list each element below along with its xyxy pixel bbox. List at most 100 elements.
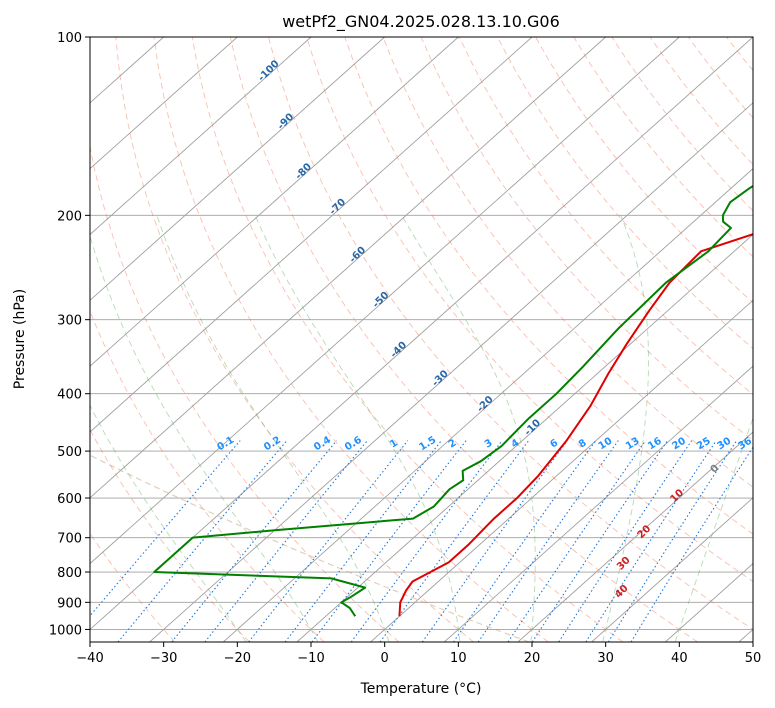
dewpoint-profile-line <box>153 184 753 617</box>
dry-adiabat-line <box>90 144 400 642</box>
mixing-ratio-line <box>117 440 288 642</box>
mixing-ratio-label: 0.4 <box>312 435 333 454</box>
isotherm-line <box>517 431 753 642</box>
mixing-ratio-label: 16 <box>646 436 664 453</box>
x-tick-label: 30 <box>597 651 614 666</box>
moist-adiabat-line <box>602 215 649 642</box>
plot-frame <box>89 36 754 643</box>
isotherm-line <box>90 37 238 170</box>
reference-adiabat-line <box>90 454 530 642</box>
mixing-ratio-line <box>90 440 241 617</box>
mixing-ratio-label: 0.1 <box>215 435 236 454</box>
moist-adiabat-line <box>674 416 753 642</box>
isotherm-line <box>90 37 459 367</box>
isotherm-line <box>90 37 312 236</box>
y-tick-label: 200 <box>57 209 82 224</box>
y-tick-label: 1000 <box>49 623 82 638</box>
mixing-ratio-label: 1 <box>388 437 400 450</box>
dry-adiabat-label: -30 <box>430 368 451 389</box>
dry-adiabat-label: -60 <box>348 245 369 266</box>
isotherm-line <box>90 37 680 565</box>
isotherm-line <box>90 37 606 499</box>
mixing-ratio-label: 3 <box>483 437 495 450</box>
isotherm-line <box>149 102 753 642</box>
moist-adiabat-line <box>90 404 247 642</box>
mixing-ratio-line <box>379 440 530 642</box>
moist-adiabat-label: 0 <box>709 463 722 476</box>
isotherm-line <box>591 497 753 642</box>
mixing-ratio-label: 0.6 <box>343 435 364 454</box>
mixing-ratio-line <box>607 440 738 642</box>
moist-adiabat-line <box>156 215 390 642</box>
dry-adiabat-line <box>306 37 753 582</box>
dry-adiabat-line <box>535 37 753 304</box>
mixing-ratio-label: 30 <box>716 436 734 453</box>
x-axis-label: Temperature (°C) <box>360 681 482 697</box>
mixing-ratio-line <box>204 440 368 642</box>
dry-adiabat-line <box>90 532 176 642</box>
moist-adiabat-label: 40 <box>613 583 631 601</box>
isotherm-line <box>738 628 753 642</box>
isotherm-line <box>664 563 753 642</box>
dry-adiabat-line <box>573 37 753 258</box>
moist-adiabat-label: 20 <box>636 523 654 541</box>
mixing-ratio-line <box>477 440 619 642</box>
x-tick-label: 20 <box>524 651 541 666</box>
dry-adiabat-label: -40 <box>389 340 410 361</box>
isotherm-line <box>370 299 753 642</box>
y-tick-label: 800 <box>57 566 82 581</box>
mixing-ratio-label: 8 <box>577 437 589 450</box>
mixing-ratio-label: 0.2 <box>262 435 283 454</box>
x-tick-label: 10 <box>450 651 467 666</box>
mixing-ratio-label: 1.5 <box>417 435 438 454</box>
dry-adiabat-line <box>115 37 474 642</box>
isotherm-line <box>90 37 533 433</box>
y-tick-label: 500 <box>57 445 82 460</box>
mixing-ratio-line <box>284 440 442 642</box>
mixing-ratio-label: 36 <box>736 436 754 453</box>
temperature-profile-line <box>398 233 753 617</box>
dry-adiabat-line <box>687 37 753 119</box>
mixing-ratio-line <box>585 440 717 642</box>
mixing-ratio-line <box>630 446 753 642</box>
dry-adiabat-label: -80 <box>293 161 314 182</box>
dry-adiabat-line <box>649 37 753 166</box>
y-tick-label: 900 <box>57 596 82 611</box>
y-tick-label: 600 <box>57 492 82 507</box>
y-axis-label: Pressure (hPa) <box>12 289 28 389</box>
dry-adiabat-line <box>268 37 753 630</box>
x-tick-label: 0 <box>381 651 389 666</box>
mixing-ratio-label: 6 <box>548 437 560 450</box>
dry-adiabat-line <box>90 428 250 642</box>
y-tick-label: 700 <box>57 532 82 547</box>
mixing-ratio-line <box>507 440 646 642</box>
dry-adiabat-line <box>229 37 698 642</box>
x-tick-label: −40 <box>76 651 103 666</box>
mixing-ratio-line <box>248 440 409 642</box>
y-tick-label: 100 <box>57 31 82 46</box>
mixing-ratio-line <box>558 440 693 642</box>
chart-title: wetPf2_GN04.2025.028.13.10.G06 <box>282 12 560 32</box>
dry-adiabat-line <box>191 37 624 642</box>
mixing-ratio-line <box>531 440 669 642</box>
isotherm-line <box>90 37 385 301</box>
moist-adiabat-line <box>254 215 461 642</box>
y-tick-label: 300 <box>57 314 82 329</box>
dry-adiabat-line <box>344 37 753 535</box>
dry-adiabat-line <box>153 37 549 642</box>
dry-adiabat-line <box>382 37 753 488</box>
dry-adiabat-line <box>458 37 753 396</box>
x-tick-label: −20 <box>224 651 251 666</box>
dry-adiabat-label: -50 <box>371 290 392 311</box>
y-tick-label: 400 <box>57 388 82 403</box>
moist-adiabat-line <box>90 234 319 642</box>
dry-adiabat-label: -90 <box>276 112 297 133</box>
isotherm-line <box>443 365 753 642</box>
mixing-ratio-line <box>350 440 503 642</box>
moist-adiabat-label: 30 <box>615 555 633 573</box>
mixing-ratio-label: 2 <box>447 437 459 450</box>
isotherm-line <box>222 168 753 642</box>
moist-adiabat-line <box>401 215 536 642</box>
dry-adiabat-line <box>497 37 753 350</box>
